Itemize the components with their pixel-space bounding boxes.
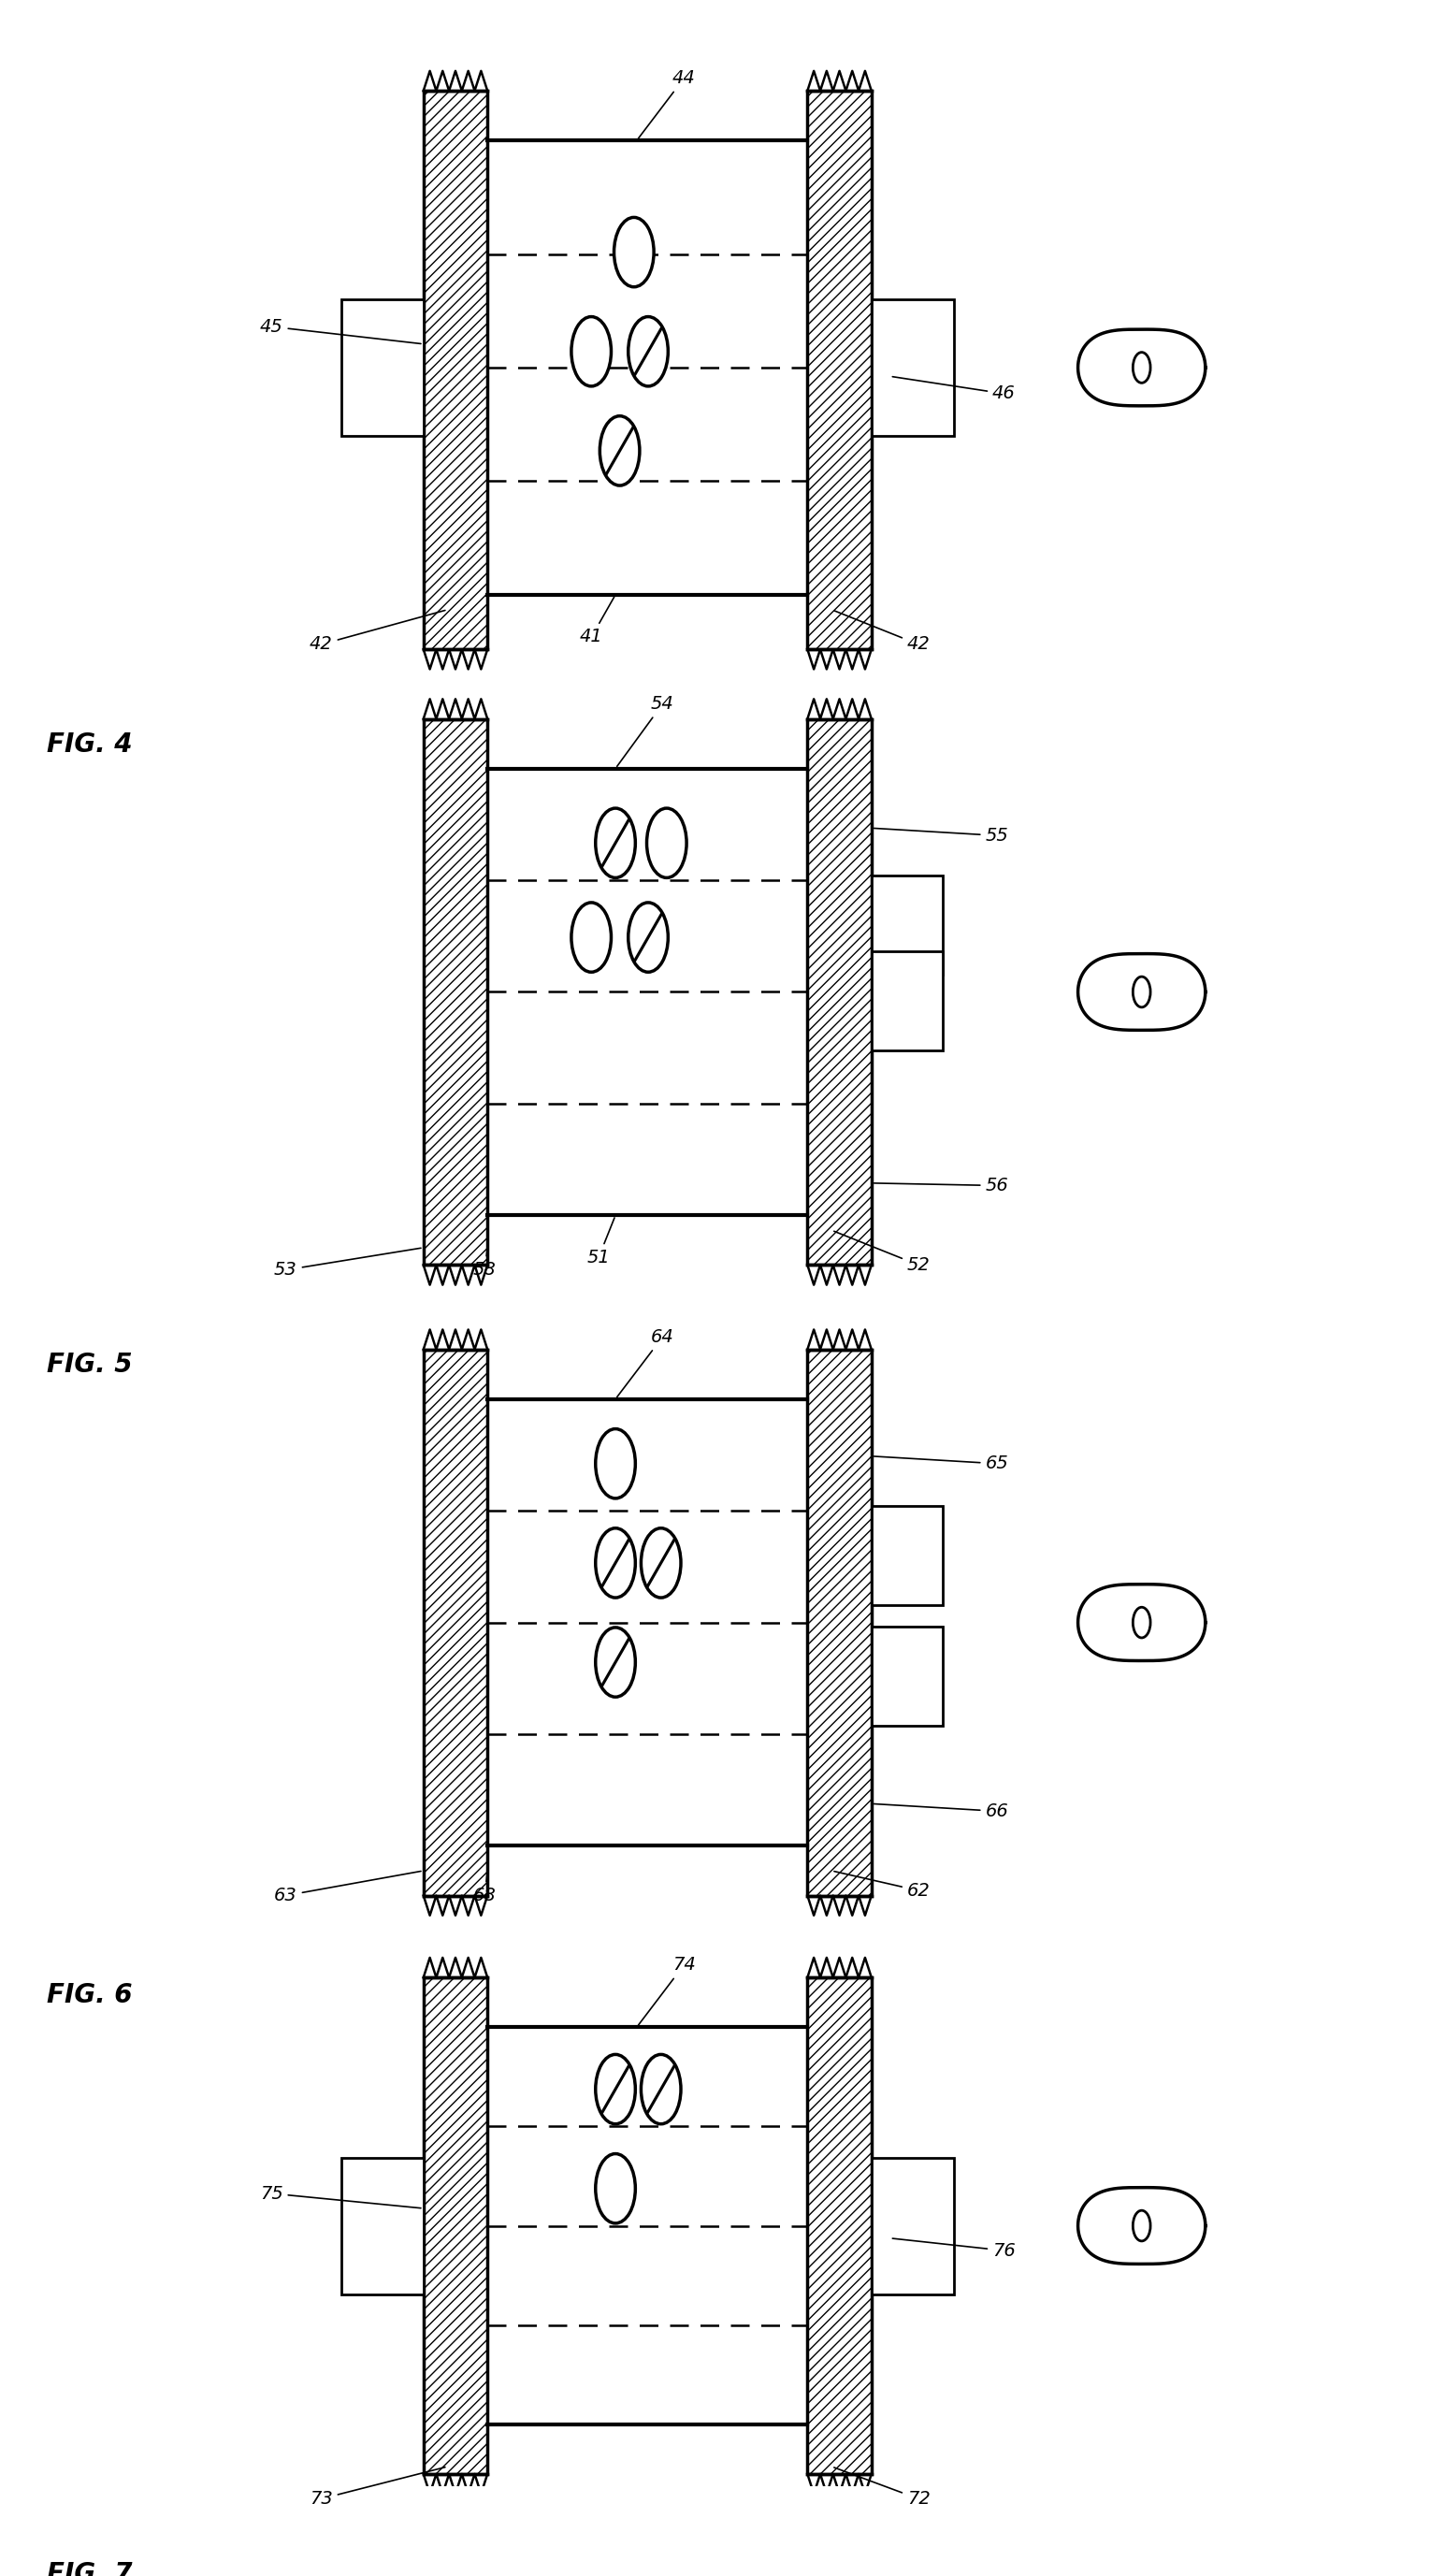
Circle shape xyxy=(628,902,668,971)
Text: 73: 73 xyxy=(310,2468,445,2506)
Bar xyxy=(423,1978,488,2473)
Text: 53: 53 xyxy=(275,1247,420,1278)
Bar xyxy=(808,90,871,649)
Text: 76: 76 xyxy=(892,2239,1015,2259)
Circle shape xyxy=(595,1430,635,1499)
Text: 52: 52 xyxy=(834,1231,930,1275)
Text: 72: 72 xyxy=(834,2468,930,2506)
Circle shape xyxy=(599,415,639,484)
Text: 54: 54 xyxy=(616,696,674,768)
Bar xyxy=(871,1507,942,1605)
Text: 55: 55 xyxy=(874,827,1008,845)
Circle shape xyxy=(641,2056,681,2125)
Text: 44: 44 xyxy=(638,70,695,139)
Text: 64: 64 xyxy=(616,1329,674,1396)
Circle shape xyxy=(1133,976,1150,1007)
Text: 56: 56 xyxy=(874,1177,1008,1195)
Text: FIG. 5: FIG. 5 xyxy=(47,1352,132,1378)
Circle shape xyxy=(595,1628,635,1698)
Circle shape xyxy=(1133,353,1150,384)
Bar xyxy=(423,90,488,649)
Circle shape xyxy=(613,216,654,286)
Text: 75: 75 xyxy=(260,2184,420,2208)
Circle shape xyxy=(595,809,635,878)
Circle shape xyxy=(628,317,668,386)
Text: 41: 41 xyxy=(581,598,613,647)
Text: 51: 51 xyxy=(586,1218,615,1267)
Bar xyxy=(871,2159,954,2295)
Text: 74: 74 xyxy=(638,1955,695,2025)
Text: FIG. 4: FIG. 4 xyxy=(47,732,132,757)
Text: 42: 42 xyxy=(834,611,930,654)
Circle shape xyxy=(1133,1607,1150,1638)
Text: FIG. 7: FIG. 7 xyxy=(47,2561,132,2576)
Circle shape xyxy=(572,317,611,386)
Bar xyxy=(423,719,488,1265)
Bar xyxy=(423,1350,488,1896)
Bar xyxy=(808,1350,871,1896)
Circle shape xyxy=(646,809,686,878)
Circle shape xyxy=(595,2154,635,2223)
Text: 65: 65 xyxy=(874,1455,1008,1473)
Circle shape xyxy=(1133,2210,1150,2241)
Text: FIG. 6: FIG. 6 xyxy=(47,1984,132,2009)
Bar xyxy=(808,1978,871,2473)
Text: 58: 58 xyxy=(473,1249,496,1278)
Bar xyxy=(871,951,942,1051)
Text: 46: 46 xyxy=(892,376,1015,402)
Circle shape xyxy=(641,1528,681,1597)
Bar xyxy=(340,2159,423,2295)
Text: 45: 45 xyxy=(260,317,420,343)
Bar xyxy=(808,719,871,1265)
Text: 63: 63 xyxy=(275,1870,420,1904)
Circle shape xyxy=(595,2056,635,2125)
Text: 62: 62 xyxy=(834,1870,930,1899)
Bar xyxy=(340,299,423,435)
Bar xyxy=(871,1625,942,1726)
Bar xyxy=(871,299,954,435)
Text: 68: 68 xyxy=(473,1873,496,1904)
Text: 66: 66 xyxy=(874,1803,1008,1821)
Circle shape xyxy=(595,1528,635,1597)
Text: 42: 42 xyxy=(310,611,445,654)
Circle shape xyxy=(572,902,611,971)
Bar xyxy=(871,876,942,974)
